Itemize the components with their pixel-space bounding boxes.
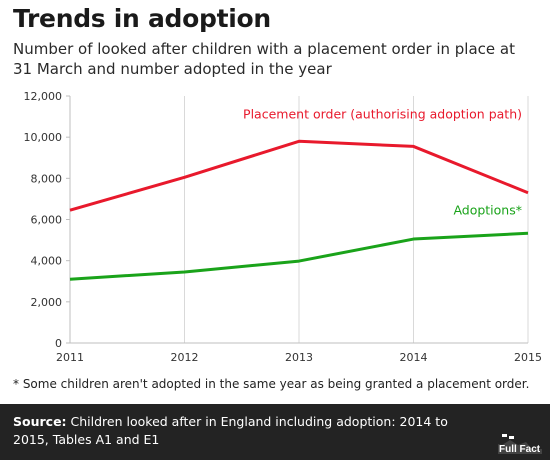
y-tick-label: 10,000 — [24, 131, 63, 144]
axis-layer: 0 2,000 4,000 6,000 8,000 10,000 12,000 2011 201… — [24, 90, 543, 364]
chart-footnote: * Some children aren't adopted in the sa… — [13, 377, 530, 391]
source-text: Source: Children looked after in England… — [13, 413, 483, 449]
series-layer — [69, 139, 529, 281]
x-tick-label: 2015 — [514, 351, 542, 364]
series-line-placement-order — [69, 139, 529, 212]
source-label: Source: — [13, 414, 67, 429]
x-tick-label: 2014 — [400, 351, 428, 364]
y-tick-label: 2,000 — [31, 296, 63, 309]
x-tick-label: 2012 — [171, 351, 199, 364]
x-tick-label: 2011 — [56, 351, 84, 364]
line-chart: 0 2,000 4,000 6,000 8,000 10,000 12,000 2011 201… — [24, 90, 543, 364]
y-tick-label: 4,000 — [31, 255, 63, 268]
y-tick-label: 8,000 — [31, 172, 63, 185]
grid-layer — [69, 96, 529, 343]
series-label-adoptions: Adoptions* — [453, 202, 522, 217]
full-fact-logo-icon: Full Fact — [498, 434, 542, 455]
series-label-placement-order: Placement order (authorising adoption pa… — [243, 107, 522, 122]
x-tick-label: 2013 — [285, 351, 313, 364]
y-tick-label: 6,000 — [31, 214, 63, 227]
source-band: Source: Children looked after in England… — [0, 404, 550, 460]
series-line-adoptions — [69, 231, 529, 281]
source-citation: Children looked after in England includi… — [13, 414, 448, 447]
label-layer: Placement order (authorising adoption pa… — [243, 107, 522, 218]
chart-title: Trends in adoption — [13, 4, 271, 33]
y-tick-label: 0 — [55, 337, 62, 350]
y-tick-label: 12,000 — [24, 90, 63, 103]
chart-subtitle: Number of looked after children with a p… — [13, 40, 515, 78]
logo-text: Full Fact — [499, 444, 541, 455]
